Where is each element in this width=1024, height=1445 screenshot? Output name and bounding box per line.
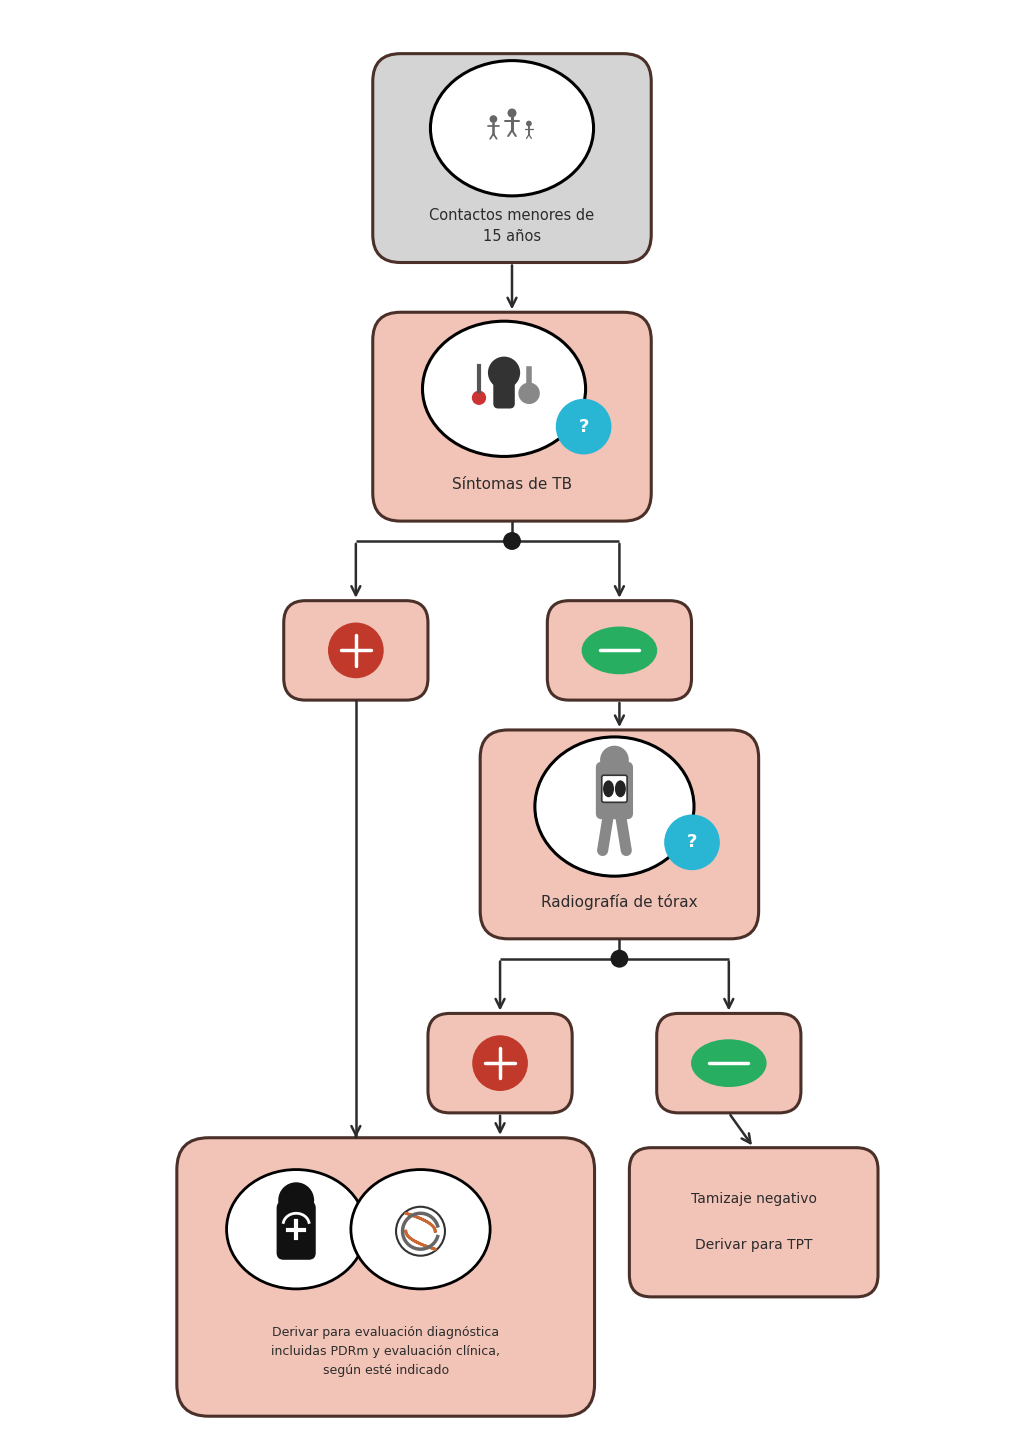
FancyBboxPatch shape xyxy=(596,762,633,819)
Ellipse shape xyxy=(423,321,586,457)
Circle shape xyxy=(610,949,629,968)
FancyBboxPatch shape xyxy=(547,601,691,701)
Circle shape xyxy=(396,1207,445,1256)
Ellipse shape xyxy=(582,627,657,675)
Text: Derivar para evaluación diagnóstica
incluidas PDRm y evaluación clínica,
según e: Derivar para evaluación diagnóstica incl… xyxy=(271,1327,500,1377)
Ellipse shape xyxy=(430,61,594,197)
Circle shape xyxy=(556,399,611,455)
Ellipse shape xyxy=(691,1039,767,1087)
Circle shape xyxy=(489,116,498,123)
Circle shape xyxy=(600,746,629,775)
Circle shape xyxy=(526,121,531,127)
FancyBboxPatch shape xyxy=(284,601,428,701)
Ellipse shape xyxy=(351,1169,490,1289)
FancyBboxPatch shape xyxy=(428,1013,572,1113)
Circle shape xyxy=(665,815,720,870)
Ellipse shape xyxy=(226,1169,366,1289)
FancyBboxPatch shape xyxy=(480,730,759,939)
Ellipse shape xyxy=(535,737,694,876)
FancyBboxPatch shape xyxy=(656,1013,801,1113)
Circle shape xyxy=(518,383,540,405)
Text: Contactos menores de
15 años: Contactos menores de 15 años xyxy=(429,208,595,244)
FancyBboxPatch shape xyxy=(494,374,515,409)
Text: Radiografía de tórax: Radiografía de tórax xyxy=(541,894,697,910)
Ellipse shape xyxy=(614,780,626,798)
FancyBboxPatch shape xyxy=(177,1137,595,1416)
FancyBboxPatch shape xyxy=(630,1147,878,1296)
Circle shape xyxy=(503,532,521,551)
FancyBboxPatch shape xyxy=(373,53,651,263)
Circle shape xyxy=(508,108,516,117)
FancyBboxPatch shape xyxy=(373,312,651,522)
Circle shape xyxy=(472,390,486,405)
Circle shape xyxy=(328,623,384,678)
Text: ?: ? xyxy=(579,418,589,435)
Text: ?: ? xyxy=(687,834,697,851)
Circle shape xyxy=(279,1182,314,1218)
FancyBboxPatch shape xyxy=(602,776,627,802)
Ellipse shape xyxy=(603,780,614,798)
FancyBboxPatch shape xyxy=(276,1201,315,1260)
Circle shape xyxy=(472,1035,528,1091)
Text: Tamizaje negativo

Derivar para TPT: Tamizaje negativo Derivar para TPT xyxy=(690,1192,817,1251)
Circle shape xyxy=(487,357,520,389)
Text: Síntomas de TB: Síntomas de TB xyxy=(452,477,572,491)
